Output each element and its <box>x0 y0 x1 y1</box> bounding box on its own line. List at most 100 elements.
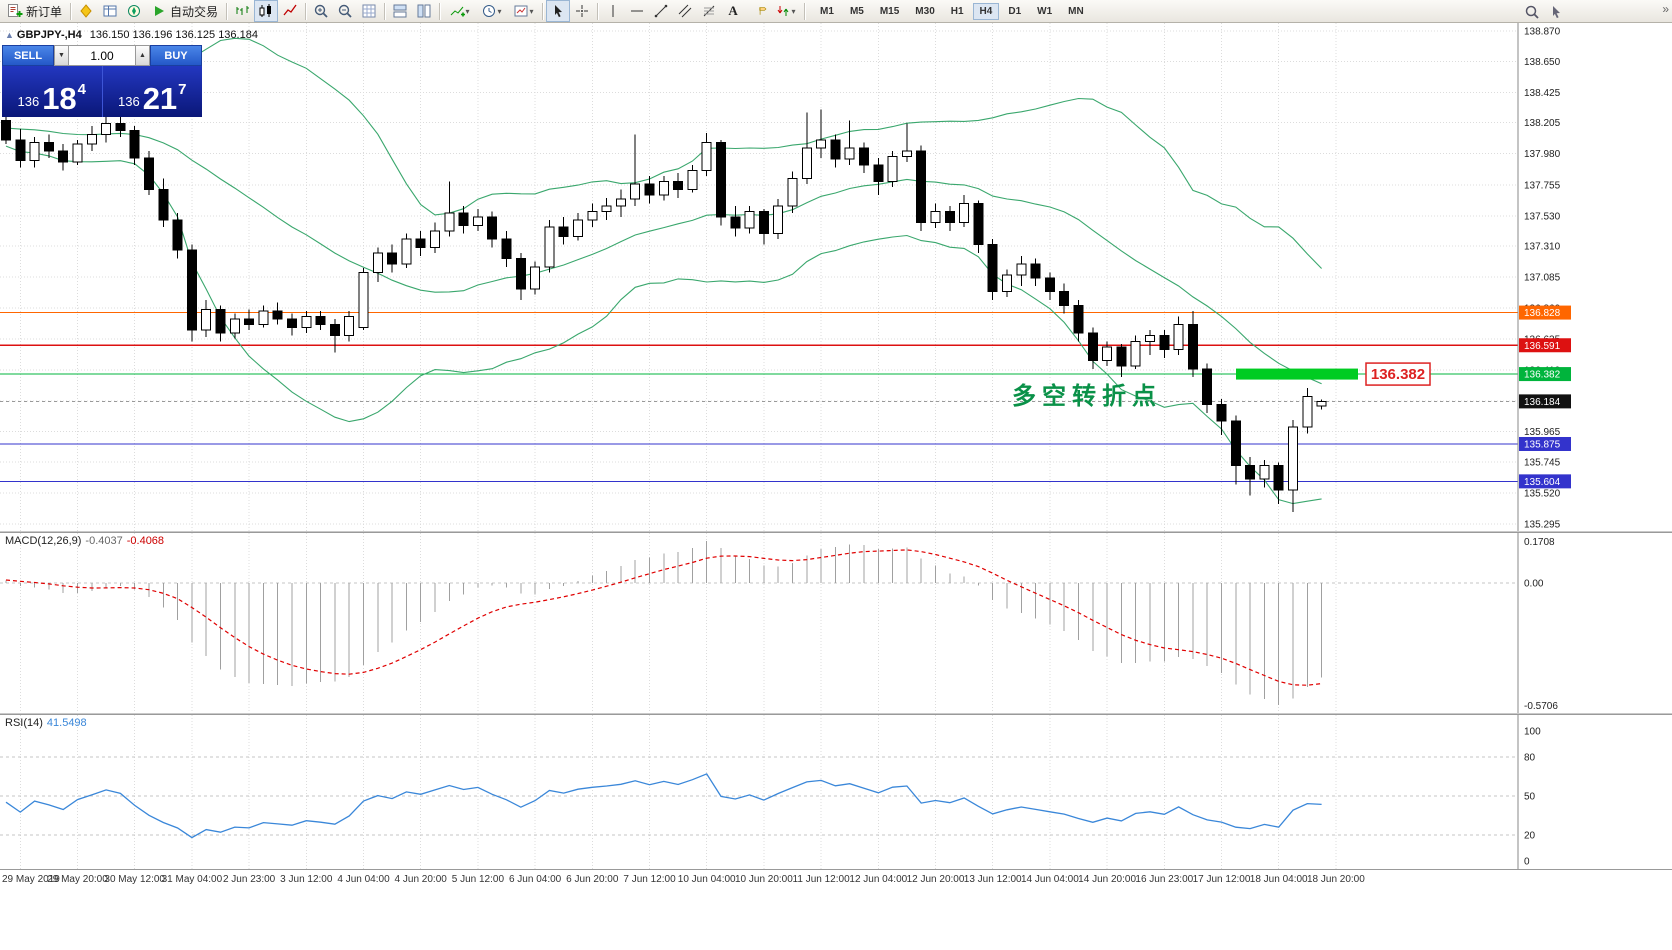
timeframe-w1[interactable]: W1 <box>1037 5 1053 17</box>
chevron-down-icon: ▾ <box>791 6 796 16</box>
horizontal-line-button[interactable] <box>625 0 649 22</box>
svg-text:137.085: 137.085 <box>1524 273 1561 284</box>
autotrading-button[interactable]: 自动交易 <box>146 0 223 22</box>
time-label: 6 Jun 20:00 <box>566 874 619 885</box>
macd-header: MACD(12,26,9) -0.4037 -0.4068 <box>5 535 164 547</box>
clock-icon <box>482 5 495 17</box>
vertical-line-button[interactable] <box>601 0 625 22</box>
template-icon <box>514 5 528 17</box>
panel-splitter[interactable] <box>0 531 1672 533</box>
timeframe-h4[interactable]: H4 <box>972 2 1000 20</box>
time-label: 4 Jun 20:00 <box>394 874 447 885</box>
separator <box>70 2 72 20</box>
separator <box>439 2 441 20</box>
volume-step-up-button[interactable]: ▲ <box>135 45 150 66</box>
timeframe-m15[interactable]: M15 <box>879 5 900 17</box>
toolbar-overflow-icon[interactable]: » <box>1662 2 1669 16</box>
svg-text:20: 20 <box>1524 831 1536 842</box>
chart-ohlc-header: ▲ GBPJPY-,H4 136.150 136.196 136.125 136.1… <box>5 29 258 41</box>
svg-text:50: 50 <box>1524 792 1536 803</box>
timeframe-group: M1 M5 M15 M30 H1 H4 D1 W1 MN <box>812 2 1092 20</box>
timeframe-h1[interactable]: H1 <box>950 5 964 17</box>
time-label: 10 Jun 04:00 <box>677 874 736 885</box>
toolbar-right-group <box>1520 1 1568 23</box>
pointer-button[interactable] <box>1544 1 1568 23</box>
svg-text:136.382: 136.382 <box>1524 370 1561 381</box>
timeframe-m30[interactable]: M30 <box>915 5 935 17</box>
templates-button[interactable]: ▾ <box>507 0 539 22</box>
symbol-period: GBPJPY-,H4 <box>16 29 82 41</box>
sell-price-pip: 4 <box>77 81 87 98</box>
timeframe-m5[interactable]: M5 <box>849 5 864 17</box>
svg-text:138.205: 138.205 <box>1524 118 1561 129</box>
text-tool-button[interactable]: A <box>721 0 745 22</box>
svg-text:136.382: 136.382 <box>1371 366 1425 383</box>
macd-main-value: -0.4037 <box>85 535 123 547</box>
svg-text:0: 0 <box>1524 857 1530 868</box>
macd-svg[interactable]: 0.1708 0.00 -0.5706 <box>0 533 1672 713</box>
rsi-svg[interactable]: 100 80 50 20 0 <box>0 715 1672 869</box>
collapse-trade-panel-icon[interactable]: ▲ <box>5 30 14 40</box>
crosshair-button[interactable] <box>570 0 594 22</box>
buy-button[interactable]: BUY <box>150 45 202 66</box>
navigator-button[interactable] <box>122 0 146 22</box>
sell-price-display[interactable]: 136 18 4 <box>2 66 102 117</box>
svg-text:135.745: 135.745 <box>1524 457 1561 468</box>
fibonacci-button[interactable] <box>697 0 721 22</box>
sell-price-prefix: 136 <box>17 94 40 109</box>
time-label: 3 Jun 12:00 <box>280 874 333 885</box>
svg-text:多空转折点: 多空转折点 <box>1012 382 1162 410</box>
zoom-in-icon <box>314 4 328 18</box>
zoom-in-button[interactable] <box>309 0 333 22</box>
arrows-icon <box>777 6 788 16</box>
rsi-value: 41.5498 <box>46 717 87 729</box>
bar-chart-button[interactable] <box>230 0 254 22</box>
line-chart-button[interactable] <box>278 0 302 22</box>
candlestick-chart-button[interactable] <box>254 0 279 22</box>
timeframe-mn[interactable]: MN <box>1068 5 1084 17</box>
volume-step-down-button[interactable]: ▼ <box>54 45 69 66</box>
channel-button[interactable] <box>673 0 697 22</box>
time-axis[interactable]: 29 May 2019 29 May 20:00 30 May 12:00 31 Ma… <box>0 869 1672 892</box>
candlestick-chart-icon <box>259 4 272 17</box>
separator <box>804 2 806 20</box>
timeframe-m1[interactable]: M1 <box>820 5 834 17</box>
tile-windows-button[interactable] <box>388 0 412 22</box>
trendline-button[interactable] <box>649 0 673 22</box>
svg-text:138.650: 138.650 <box>1524 57 1561 68</box>
indicators-button[interactable]: ▾ <box>443 0 475 22</box>
time-label: 2 Jun 23:00 <box>222 874 276 885</box>
separator <box>597 2 599 20</box>
main-chart-svg[interactable]: 138.870 138.650 138.425 138.205 137.980 137.7… <box>0 23 1672 531</box>
arrows-button[interactable]: ▾ <box>769 0 801 22</box>
volume-input[interactable] <box>69 45 135 66</box>
periods-button[interactable]: ▾ <box>475 0 507 22</box>
horizontal-line-icon <box>631 10 644 12</box>
zoom-out-button[interactable] <box>333 0 357 22</box>
timeframe-d1[interactable]: D1 <box>1008 5 1022 17</box>
data-window-button[interactable] <box>98 0 122 22</box>
cursor-button[interactable] <box>546 0 571 22</box>
fibonacci-icon <box>703 5 715 17</box>
time-label: 29 May 2019 <box>2 874 60 885</box>
svg-text:138.870: 138.870 <box>1524 27 1561 38</box>
svg-text:-0.5706: -0.5706 <box>1524 701 1558 712</box>
search-button[interactable] <box>1520 1 1544 23</box>
svg-text:100: 100 <box>1524 727 1541 738</box>
buy-price-display[interactable]: 136 21 7 <box>103 66 203 117</box>
main-chart-panel: 138.870 138.650 138.425 138.205 137.980 137.7… <box>0 23 1672 531</box>
grid-button[interactable] <box>357 0 381 22</box>
time-label: 4 Jun 04:00 <box>337 874 390 885</box>
cascade-windows-button[interactable] <box>412 0 436 22</box>
time-label: 6 Jun 04:00 <box>508 874 562 885</box>
symbols-button[interactable] <box>74 0 98 22</box>
indicators-icon <box>450 6 465 17</box>
new-order-button[interactable]: 新订单 <box>2 0 67 22</box>
separator <box>305 2 307 20</box>
panel-splitter[interactable] <box>0 713 1672 715</box>
svg-text:137.980: 137.980 <box>1524 149 1561 160</box>
autotrading-play-icon <box>155 6 165 16</box>
sell-button[interactable]: SELL <box>2 45 54 66</box>
text-label-button[interactable] <box>745 0 769 22</box>
buy-price-pip: 7 <box>178 81 187 98</box>
